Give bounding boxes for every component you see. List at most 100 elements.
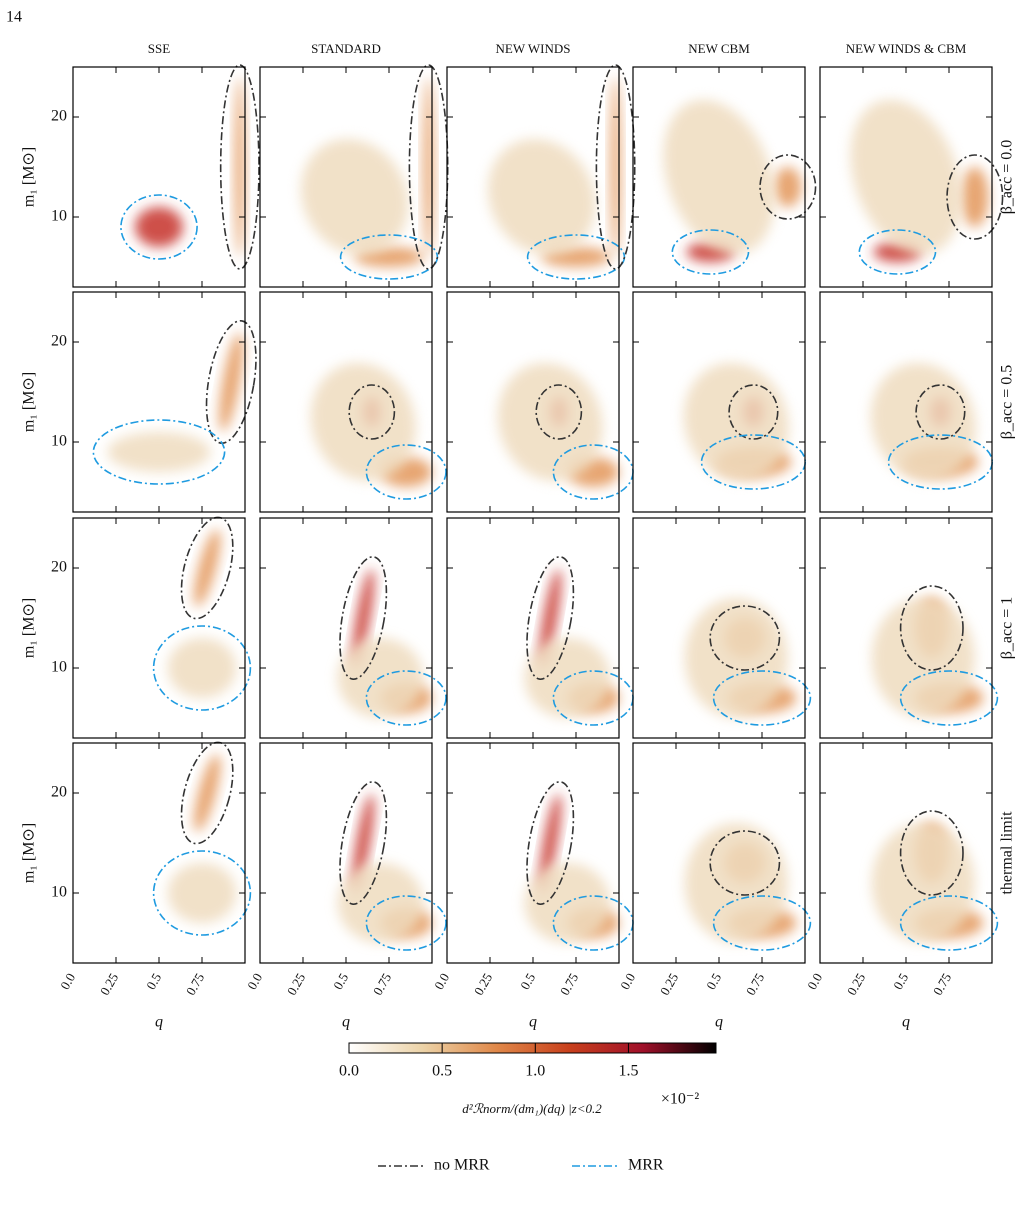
column-title: SSE: [148, 41, 170, 56]
y-tick-label: 20: [51, 333, 67, 350]
density-blob: [870, 362, 976, 482]
panel: 10 20: [51, 291, 257, 513]
x-tick-label: 0.0: [57, 970, 78, 992]
x-tick-label: 0.25: [97, 970, 121, 997]
contour: [946, 154, 1004, 240]
density-blob: [539, 568, 562, 668]
row-label: β_acc = 1: [999, 597, 1016, 659]
colorbar-tick-label: 1.5: [618, 1063, 638, 1080]
contour: [339, 781, 388, 905]
x-axis-label: q: [342, 1014, 350, 1031]
contour: [152, 625, 252, 711]
density-blob: [167, 638, 237, 698]
y-tick-label: 10: [51, 659, 67, 676]
column-title: STANDARD: [311, 41, 381, 56]
density-blob: [684, 598, 788, 718]
density-blob: [961, 167, 989, 227]
colorbar-tick-label: 1.0: [525, 1063, 545, 1080]
row-label: β_acc = 0.5: [999, 365, 1016, 439]
contour: [365, 670, 447, 726]
panel: [632, 66, 817, 288]
x-tick-label: 0.25: [284, 970, 308, 997]
contour: [728, 384, 779, 440]
x-tick-label: 0.5: [703, 970, 724, 992]
y-tick-label: 20: [51, 559, 67, 576]
x-tick-label: 0.25: [657, 970, 681, 997]
legend-label: no MRR: [434, 1157, 490, 1174]
y-axis-label: m₁ [M⊙]: [21, 147, 38, 207]
contour: [535, 384, 583, 440]
density-blob: [107, 432, 211, 472]
y-tick-label: 10: [51, 884, 67, 901]
density-blob: [310, 362, 416, 482]
y-axis-label: m₁ [M⊙]: [21, 372, 38, 432]
contour: [365, 895, 447, 951]
contour: [120, 194, 198, 260]
row-label: thermal limit: [999, 811, 1016, 895]
density-blob: [134, 207, 184, 247]
density-blob: [871, 823, 975, 943]
density-blob: [871, 598, 975, 718]
panel: [819, 517, 999, 739]
density-blob: [539, 793, 562, 893]
y-tick-label: 10: [51, 208, 67, 225]
colorbar-scale: ×10⁻²: [661, 1091, 699, 1108]
contour: [526, 234, 626, 280]
colorbar-tick-label: 0.5: [432, 1063, 452, 1080]
panel: 10 20: [51, 64, 260, 288]
x-axis-label: q: [902, 1014, 910, 1031]
y-tick-label: 20: [51, 108, 67, 125]
x-tick-label: 0.5: [517, 970, 538, 992]
panel: 10 20 0.0 0.25 0.5 0.75: [51, 741, 252, 998]
colorbar: [348, 1042, 717, 1054]
contour: [408, 64, 449, 270]
panel: 0.0 0.25 0.5 0.75: [617, 742, 812, 998]
density-blob: [663, 99, 775, 255]
contour: [205, 320, 257, 444]
colorbar-label: d²ℛnorm/(dm₁)(dq) |z<0.2: [462, 1101, 602, 1116]
contour: [759, 154, 817, 220]
contour: [526, 781, 575, 905]
panel: [632, 517, 812, 739]
contour: [712, 895, 812, 951]
contour: [915, 384, 966, 440]
density-blob: [219, 332, 244, 432]
panel: [446, 64, 636, 288]
x-tick-label: 0.25: [471, 970, 495, 997]
contour: [92, 419, 226, 485]
density-blob: [497, 362, 603, 482]
density-blob: [300, 138, 409, 256]
column-title: NEW WINDS & CBM: [846, 41, 967, 56]
panel-frame: [72, 66, 246, 288]
x-tick-label: 0.5: [890, 970, 911, 992]
panel: 10 20: [51, 516, 252, 739]
legend-label: MRR: [628, 1157, 664, 1174]
panel: [259, 291, 447, 513]
page-number: 14: [6, 9, 22, 26]
density-blob: [774, 167, 802, 207]
row-label: β_acc = 0.0: [999, 140, 1016, 214]
contour: [712, 670, 812, 726]
contour: [348, 384, 396, 440]
column-title: NEW CBM: [688, 41, 750, 56]
contour: [899, 895, 999, 951]
contour: [709, 605, 781, 671]
density-blob: [684, 823, 788, 943]
density-blob: [234, 77, 245, 257]
contour: [899, 585, 964, 671]
density-blob: [193, 754, 221, 832]
contour: [526, 556, 575, 680]
x-tick-label: 0.0: [431, 970, 452, 992]
y-axis-label: m₁ [M⊙]: [21, 598, 38, 658]
density-blob: [423, 77, 434, 257]
panel: 0.0 0.25 0.5 0.75: [804, 742, 999, 998]
x-tick-label: 0.75: [183, 970, 207, 997]
contour: [899, 670, 999, 726]
density-blob: [850, 99, 962, 255]
y-tick-label: 20: [51, 784, 67, 801]
contour: [671, 229, 750, 275]
x-tick-label: 0.25: [844, 970, 868, 997]
column-title: NEW WINDS: [496, 41, 571, 56]
x-tick-label: 0.75: [743, 970, 767, 997]
